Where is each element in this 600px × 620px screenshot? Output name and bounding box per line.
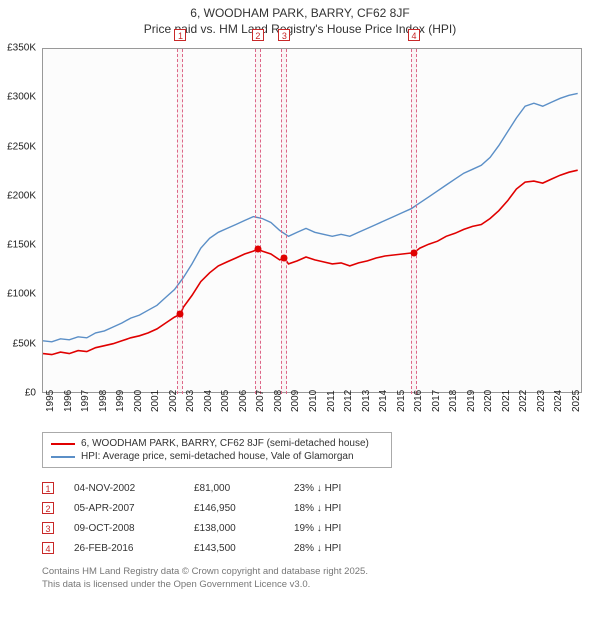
sale-dot xyxy=(281,254,288,261)
sale-marker-number: 1 xyxy=(174,29,186,41)
plot-area: 1234 xyxy=(42,48,582,393)
x-axis-label: 2016 xyxy=(413,400,424,412)
y-axis-label: £150K xyxy=(0,240,36,251)
y-axis-label: £200K xyxy=(0,190,36,201)
sale-dot xyxy=(254,246,261,253)
sales-row-price: £81,000 xyxy=(194,483,274,494)
series-line xyxy=(43,170,578,354)
title-subtitle: Price paid vs. HM Land Registry's House … xyxy=(0,22,600,36)
x-axis-label: 2024 xyxy=(553,400,564,412)
sale-marker-number: 2 xyxy=(252,29,264,41)
x-axis-label: 2015 xyxy=(396,400,407,412)
x-axis-label: 2000 xyxy=(133,400,144,412)
x-axis-label: 2012 xyxy=(343,400,354,412)
title-block: 6, WOODHAM PARK, BARRY, CF62 8JF Price p… xyxy=(0,0,600,36)
x-axis-label: 2011 xyxy=(326,400,337,412)
sales-table-row: 1 04-NOV-2002 £81,000 23% ↓ HPI xyxy=(42,478,384,498)
legend-row-series1: 6, WOODHAM PARK, BARRY, CF62 8JF (semi-d… xyxy=(51,437,383,450)
sale-marker-number: 4 xyxy=(408,29,420,41)
legend-swatch-2 xyxy=(51,456,75,458)
sales-table-row: 4 26-FEB-2016 £143,500 28% ↓ HPI xyxy=(42,538,384,558)
x-axis-label: 2025 xyxy=(571,400,582,412)
x-axis-label: 2014 xyxy=(378,400,389,412)
sales-row-number: 3 xyxy=(42,522,54,534)
x-axis-label: 2023 xyxy=(536,400,547,412)
x-axis-label: 2007 xyxy=(255,400,266,412)
sales-row-diff: 23% ↓ HPI xyxy=(294,483,384,494)
x-axis-label: 2021 xyxy=(501,400,512,412)
x-axis-label: 2004 xyxy=(203,400,214,412)
y-axis-label: £100K xyxy=(0,289,36,300)
sale-marker-number: 3 xyxy=(278,29,290,41)
legend: 6, WOODHAM PARK, BARRY, CF62 8JF (semi-d… xyxy=(42,432,392,468)
sales-row-date: 04-NOV-2002 xyxy=(74,483,174,494)
sales-row-diff: 19% ↓ HPI xyxy=(294,523,384,534)
chart-area: 1234 £0£50K£100K£150K£200K£250K£300K£350… xyxy=(42,48,582,393)
x-axis-label: 2010 xyxy=(308,400,319,412)
legend-row-series2: HPI: Average price, semi-detached house,… xyxy=(51,450,383,463)
sales-row-number: 1 xyxy=(42,482,54,494)
sales-row-date: 09-OCT-2008 xyxy=(74,523,174,534)
sales-row-date: 26-FEB-2016 xyxy=(74,543,174,554)
y-axis-label: £50K xyxy=(0,338,36,349)
sales-table: 1 04-NOV-2002 £81,000 23% ↓ HPI 2 05-APR-2007… xyxy=(42,478,384,558)
x-axis-label: 2002 xyxy=(168,400,179,412)
x-axis-label: 2009 xyxy=(290,400,301,412)
sales-row-price: £146,950 xyxy=(194,503,274,514)
x-axis-label: 1998 xyxy=(98,400,109,412)
x-axis-label: 2005 xyxy=(220,400,231,412)
y-axis-label: £350K xyxy=(0,43,36,54)
legend-swatch-1 xyxy=(51,443,75,445)
x-axis-label: 1995 xyxy=(45,400,56,412)
sales-table-row: 2 05-APR-2007 £146,950 18% ↓ HPI xyxy=(42,498,384,518)
x-axis-label: 2020 xyxy=(483,400,494,412)
x-axis-label: 2018 xyxy=(448,400,459,412)
sales-row-diff: 28% ↓ HPI xyxy=(294,543,384,554)
y-axis-label: £250K xyxy=(0,141,36,152)
sale-marker-band: 1 xyxy=(177,49,183,394)
sale-marker-band: 2 xyxy=(255,49,261,394)
sales-row-price: £143,500 xyxy=(194,543,274,554)
sale-dot xyxy=(177,311,184,318)
x-axis-label: 2017 xyxy=(431,400,442,412)
y-axis-label: £0 xyxy=(0,388,36,399)
sales-table-row: 3 09-OCT-2008 £138,000 19% ↓ HPI xyxy=(42,518,384,538)
legend-label-1: 6, WOODHAM PARK, BARRY, CF62 8JF (semi-d… xyxy=(81,438,369,449)
x-axis-label: 1997 xyxy=(80,400,91,412)
sales-row-diff: 18% ↓ HPI xyxy=(294,503,384,514)
title-address: 6, WOODHAM PARK, BARRY, CF62 8JF xyxy=(0,6,600,20)
sale-dot xyxy=(410,249,417,256)
x-axis-label: 2001 xyxy=(150,400,161,412)
sales-row-number: 2 xyxy=(42,502,54,514)
x-axis-label: 2013 xyxy=(361,400,372,412)
x-axis-label: 2006 xyxy=(238,400,249,412)
sale-marker-band: 3 xyxy=(281,49,287,394)
legend-label-2: HPI: Average price, semi-detached house,… xyxy=(81,451,354,462)
x-axis-label: 2008 xyxy=(273,400,284,412)
footnote: Contains HM Land Registry data © Crown c… xyxy=(42,566,368,592)
x-axis-label: 2022 xyxy=(518,400,529,412)
sales-row-number: 4 xyxy=(42,542,54,554)
y-axis-label: £300K xyxy=(0,92,36,103)
line-svg xyxy=(43,49,583,394)
x-axis-label: 2019 xyxy=(466,400,477,412)
series-line xyxy=(43,93,578,341)
footnote-line1: Contains HM Land Registry data © Crown c… xyxy=(42,566,368,579)
sales-row-price: £138,000 xyxy=(194,523,274,534)
chart-container: 6, WOODHAM PARK, BARRY, CF62 8JF Price p… xyxy=(0,0,600,620)
x-axis-label: 2003 xyxy=(185,400,196,412)
sale-marker-band: 4 xyxy=(411,49,417,394)
x-axis-label: 1996 xyxy=(63,400,74,412)
footnote-line2: This data is licensed under the Open Gov… xyxy=(42,579,368,592)
sales-row-date: 05-APR-2007 xyxy=(74,503,174,514)
x-axis-label: 1999 xyxy=(115,400,126,412)
